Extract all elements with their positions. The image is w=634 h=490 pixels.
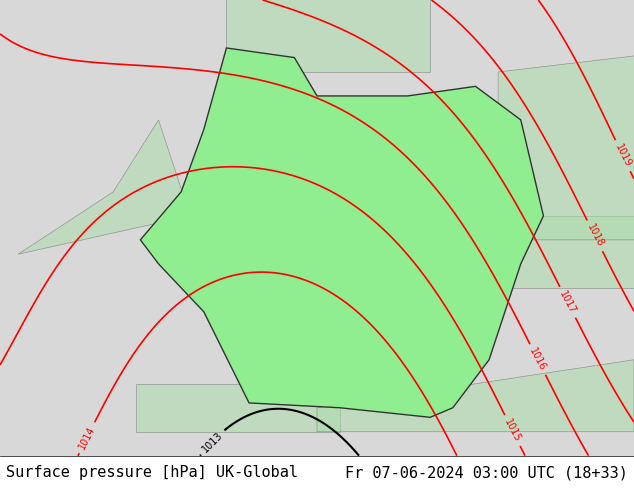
Polygon shape (136, 384, 340, 432)
Text: 1015: 1015 (502, 417, 522, 444)
Text: Surface pressure [hPa] UK-Global: Surface pressure [hPa] UK-Global (6, 466, 299, 480)
Polygon shape (226, 0, 430, 72)
Polygon shape (317, 360, 634, 432)
Text: 1019: 1019 (613, 143, 633, 169)
Polygon shape (430, 216, 634, 288)
Text: 1016: 1016 (527, 346, 548, 373)
Text: 1018: 1018 (585, 222, 605, 249)
Text: 1013: 1013 (200, 430, 224, 454)
Text: 1017: 1017 (557, 289, 578, 316)
Polygon shape (498, 48, 634, 240)
Text: Fr 07-06-2024 03:00 UTC (18+33): Fr 07-06-2024 03:00 UTC (18+33) (345, 466, 628, 480)
Polygon shape (18, 120, 190, 254)
Text: 1014: 1014 (77, 424, 97, 451)
Polygon shape (140, 48, 543, 417)
